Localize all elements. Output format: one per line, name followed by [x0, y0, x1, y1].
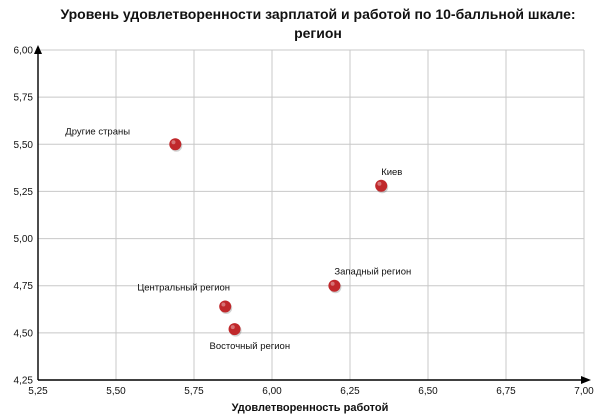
data-point-highlight [171, 140, 176, 145]
data-points: Другие страны Киев Западный регион Централь… [65, 126, 411, 352]
data-point [228, 323, 241, 336]
data-point [375, 179, 388, 192]
y-tick-label: 4,25 [14, 376, 34, 387]
y-axis-arrow [34, 45, 42, 54]
y-tick-label: 4,50 [14, 328, 34, 339]
y-tick-label: 5,25 [14, 187, 34, 198]
x-tick-label: 6,50 [418, 386, 438, 397]
tick-labels: 5,25 5,50 5,75 6,00 6,25 6,50 6,75 7,00 4,25 4,50… [14, 46, 595, 398]
data-point [219, 300, 232, 313]
data-point-label: Центральный регион [137, 282, 230, 293]
y-tick-label: 6,00 [14, 46, 34, 57]
chart-title-line-2: регион [294, 25, 342, 41]
data-point-highlight [221, 302, 226, 307]
y-tick-label: 5,75 [14, 93, 34, 104]
data-point-highlight [230, 325, 235, 330]
data-point-label: Киев [381, 167, 402, 178]
x-axis-arrow [581, 376, 591, 384]
data-point-label: Западный регион [334, 267, 411, 278]
data-point-label: Восточный регион [210, 341, 291, 352]
axes [34, 45, 591, 384]
x-tick-label: 6,00 [262, 386, 282, 397]
data-point-highlight [330, 281, 335, 286]
x-tick-label: 5,25 [28, 386, 48, 397]
x-tick-label: 7,00 [574, 386, 594, 397]
data-point-highlight [377, 181, 382, 186]
chart-title-line-1: Уровень удовлетворенности зарплатой и ра… [60, 6, 575, 22]
x-tick-label: 6,25 [340, 386, 360, 397]
y-tick-label: 5,50 [14, 140, 34, 151]
data-point [169, 138, 182, 151]
x-axis-label: Удовлетворенность работой [232, 402, 389, 414]
data-point-label: Другие страны [65, 126, 130, 137]
data-point [328, 279, 341, 292]
x-tick-label: 5,75 [184, 386, 204, 397]
y-tick-label: 5,00 [14, 234, 34, 245]
grid-lines [38, 49, 585, 380]
x-tick-label: 5,50 [106, 386, 126, 397]
y-tick-label: 4,75 [14, 281, 34, 292]
x-tick-label: 6,75 [496, 386, 516, 397]
